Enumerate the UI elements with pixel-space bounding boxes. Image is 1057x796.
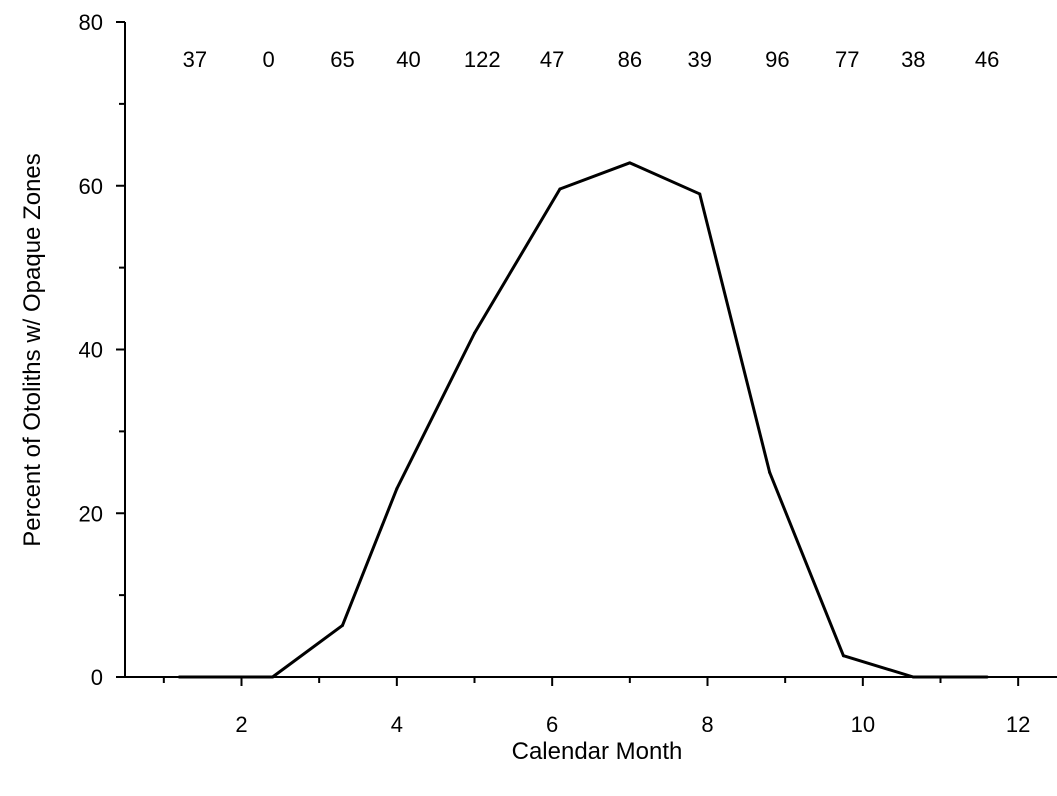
x-tick-label: 6 xyxy=(546,712,558,737)
sample-size-labels: 37 0 65 40 122 47 86 39 96 77 38 46 xyxy=(183,47,1000,72)
sample-size-label: 65 xyxy=(330,47,354,72)
sample-size-label: 46 xyxy=(975,47,999,72)
series-line xyxy=(179,161,988,679)
sample-size-label: 37 xyxy=(183,47,207,72)
sample-size-label: 0 xyxy=(263,47,275,72)
y-tick-label: 20 xyxy=(79,501,103,526)
sample-size-label: 96 xyxy=(765,47,789,72)
x-tick-label: 2 xyxy=(235,712,247,737)
sample-size-label: 122 xyxy=(464,47,501,72)
axes xyxy=(124,22,1057,678)
y-tick-label: 80 xyxy=(79,10,103,35)
sample-size-label: 38 xyxy=(901,47,925,72)
data-point xyxy=(841,654,845,658)
x-tick-label: 10 xyxy=(851,712,875,737)
series-group xyxy=(177,161,989,679)
data-point xyxy=(628,161,632,165)
sample-size-label: 86 xyxy=(618,47,642,72)
data-point xyxy=(271,675,275,679)
sample-size-label: 77 xyxy=(835,47,859,72)
data-point xyxy=(698,192,702,196)
data-point xyxy=(911,675,915,679)
y-tick-label: 60 xyxy=(79,174,103,199)
y-tick-label: 40 xyxy=(79,338,103,363)
y-axis-ticks: 0 20 40 60 80 xyxy=(79,10,125,690)
data-point xyxy=(473,331,476,335)
x-tick-label: 8 xyxy=(701,712,713,737)
x-axis-ticks: 2 4 6 8 10 12 xyxy=(162,677,1030,737)
x-tick-label: 12 xyxy=(1006,712,1030,737)
y-axis-title: Percent of Otoliths w/ Opaque Zones xyxy=(19,153,46,547)
sample-size-label: 40 xyxy=(396,47,420,72)
sample-size-label: 39 xyxy=(687,47,711,72)
data-point xyxy=(558,187,562,191)
data-point xyxy=(985,675,989,679)
y-tick-label: 0 xyxy=(91,665,103,690)
data-point xyxy=(340,623,344,627)
x-tick-label: 4 xyxy=(391,712,403,737)
sample-size-label: 47 xyxy=(540,47,564,72)
data-point xyxy=(395,487,399,491)
data-point xyxy=(177,675,181,679)
x-axis-title: Calendar Month xyxy=(512,738,683,765)
data-point xyxy=(768,470,772,474)
